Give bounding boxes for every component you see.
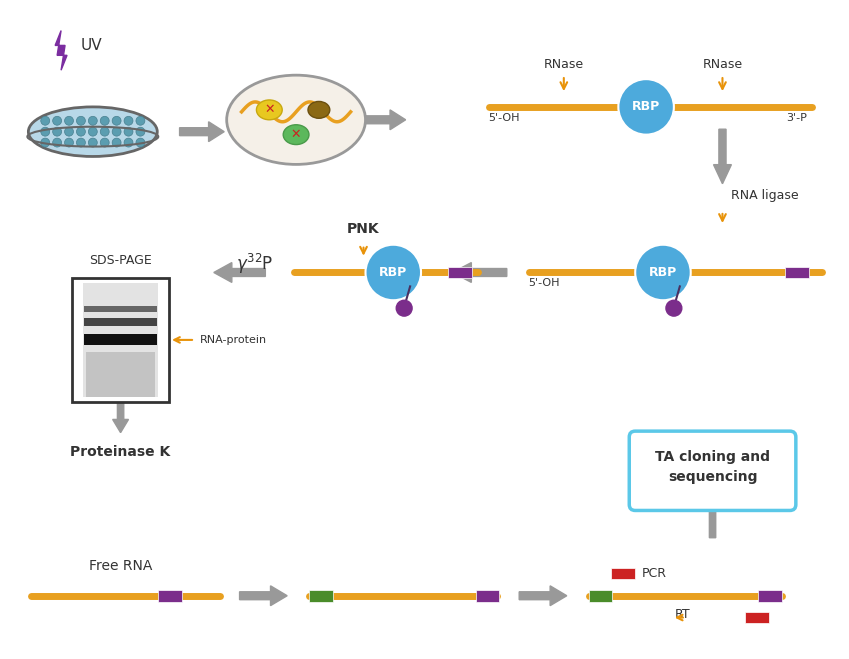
Circle shape (53, 127, 62, 136)
Circle shape (100, 116, 110, 125)
Bar (745, 612, 769, 623)
Ellipse shape (256, 100, 282, 120)
Text: RBP: RBP (649, 266, 678, 279)
Bar (83, 283, 158, 397)
Circle shape (76, 138, 86, 147)
FancyArrow shape (705, 483, 721, 538)
Bar (72, 278, 169, 402)
Text: ✕: ✕ (264, 103, 274, 117)
Ellipse shape (227, 75, 366, 164)
Ellipse shape (28, 107, 157, 156)
Bar (86, 353, 155, 397)
Circle shape (88, 116, 98, 125)
Text: ✕: ✕ (291, 128, 301, 141)
Text: SDS-PAGE: SDS-PAGE (89, 254, 152, 267)
Circle shape (635, 244, 691, 301)
FancyArrow shape (361, 110, 406, 130)
Circle shape (666, 301, 682, 316)
Text: RNase: RNase (702, 58, 743, 71)
Circle shape (76, 127, 86, 136)
Text: Proteinase K: Proteinase K (70, 445, 171, 459)
Bar (475, 590, 499, 602)
Circle shape (136, 127, 145, 136)
Circle shape (41, 116, 50, 125)
Circle shape (41, 138, 50, 147)
Text: 3'-P: 3'-P (786, 113, 807, 123)
Bar (785, 266, 809, 279)
FancyArrow shape (713, 129, 731, 184)
Circle shape (112, 127, 121, 136)
Circle shape (65, 127, 74, 136)
Circle shape (88, 127, 98, 136)
Circle shape (112, 116, 121, 125)
Bar (588, 590, 612, 602)
Circle shape (124, 138, 133, 147)
Text: UV: UV (81, 38, 103, 53)
Bar (84, 306, 157, 312)
FancyArrow shape (520, 586, 567, 606)
Text: sequencing: sequencing (668, 470, 757, 484)
Bar (611, 569, 635, 579)
Text: RNase: RNase (543, 58, 584, 71)
Ellipse shape (308, 101, 329, 119)
Circle shape (366, 244, 421, 301)
Text: RNA-protein: RNA-protein (200, 335, 267, 345)
Circle shape (53, 138, 62, 147)
Bar (309, 590, 333, 602)
Circle shape (76, 116, 86, 125)
FancyArrow shape (113, 395, 128, 432)
Circle shape (396, 301, 412, 316)
Bar (447, 266, 471, 279)
Circle shape (65, 138, 74, 147)
FancyArrow shape (180, 122, 224, 142)
Circle shape (41, 127, 50, 136)
Text: Free RNA: Free RNA (89, 559, 152, 573)
Text: 5'-OH: 5'-OH (488, 113, 520, 123)
Circle shape (124, 127, 133, 136)
FancyArrow shape (214, 262, 266, 283)
Text: PNK: PNK (347, 222, 380, 236)
Circle shape (136, 138, 145, 147)
Circle shape (65, 116, 74, 125)
Text: RNA ligase: RNA ligase (731, 189, 799, 202)
Circle shape (100, 127, 110, 136)
Bar (84, 318, 157, 326)
Polygon shape (55, 30, 67, 71)
Bar (84, 334, 157, 345)
Text: $\gamma^{32}$P: $\gamma^{32}$P (236, 252, 273, 275)
FancyArrow shape (239, 586, 287, 606)
Text: TA cloning and: TA cloning and (655, 450, 770, 464)
Circle shape (88, 138, 98, 147)
Circle shape (53, 116, 62, 125)
Text: 5'-OH: 5'-OH (528, 278, 559, 289)
Text: RBP: RBP (632, 100, 661, 113)
Text: PCR: PCR (642, 567, 667, 581)
Bar (158, 590, 182, 602)
Circle shape (112, 138, 121, 147)
FancyBboxPatch shape (629, 431, 796, 511)
Text: RBP: RBP (380, 266, 408, 279)
Circle shape (100, 138, 110, 147)
Circle shape (618, 79, 674, 134)
Bar (758, 590, 782, 602)
FancyArrow shape (453, 262, 507, 283)
Circle shape (136, 116, 145, 125)
Text: RT: RT (675, 608, 691, 621)
Ellipse shape (284, 125, 309, 144)
Circle shape (124, 116, 133, 125)
